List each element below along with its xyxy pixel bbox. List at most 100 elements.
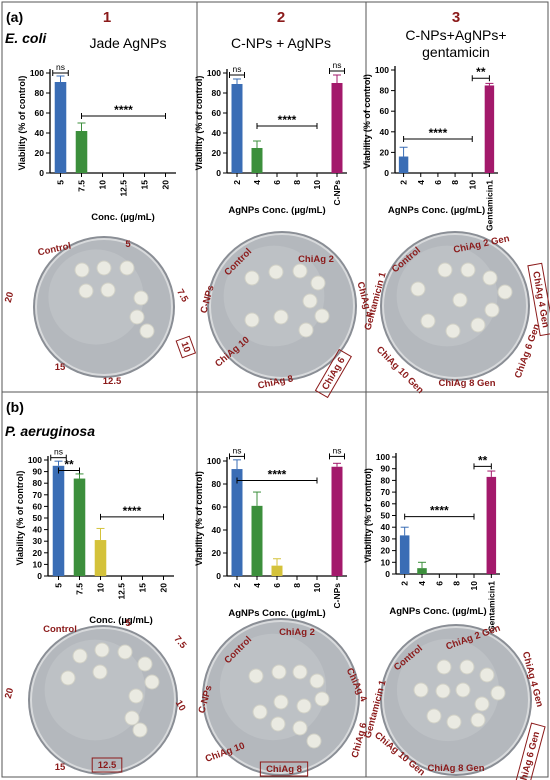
colony — [296, 698, 312, 714]
x-tick-label: 10 — [469, 581, 479, 591]
colony — [292, 720, 308, 736]
colony — [470, 712, 486, 728]
y-tick-label: 80 — [35, 88, 45, 98]
y-tick-label: 0 — [384, 168, 389, 178]
colony — [144, 674, 160, 690]
colony — [310, 275, 326, 291]
significance-label: ns — [233, 64, 242, 74]
y-tick-label: 0 — [216, 571, 221, 581]
y-axis-label: Viability (% of control) — [362, 74, 372, 169]
colony — [248, 668, 264, 684]
x-tick-label: 2 — [232, 180, 242, 185]
plate-label: 5 — [125, 239, 131, 250]
y-tick-label: 0 — [39, 168, 44, 178]
significance-label: ** — [476, 65, 486, 79]
y-axis-label: Viability (% of control) — [15, 471, 25, 566]
plate-label: 7.5 — [174, 287, 190, 305]
boxed-label-frame — [175, 335, 197, 359]
boxed-label-frame — [527, 262, 550, 337]
y-axis-label: Viability (% of control) — [17, 76, 27, 171]
x-tick-label: 12.5 — [119, 180, 129, 197]
plate-label: ChiAg 8 Gen — [427, 763, 484, 774]
column-title-3: C-NPs+AgNPs+ gentamicin — [405, 27, 506, 60]
boxed-label-frame — [512, 722, 546, 780]
bar — [271, 565, 283, 576]
y-tick-label: 100 — [376, 452, 390, 462]
x-tick-label: 6 — [272, 583, 282, 588]
bar — [398, 156, 409, 173]
colony — [92, 664, 108, 680]
colony — [244, 270, 260, 286]
y-tick-label: 60 — [33, 501, 43, 511]
x-axis-label: AgNPs Conc. (µg/mL) — [228, 205, 325, 216]
plate-label: ChiAg 8 Gen — [438, 378, 495, 389]
y-tick-label: 40 — [381, 522, 391, 532]
y-tick-label: 100 — [28, 455, 42, 465]
colony — [459, 659, 475, 675]
x-tick-label: 12.5 — [117, 583, 127, 600]
colony — [78, 283, 94, 299]
y-tick-label: 20 — [33, 548, 43, 558]
colony — [420, 313, 436, 329]
x-tick-label: 6 — [433, 180, 443, 185]
y-tick-label: 30 — [381, 534, 391, 544]
x-tick-label: C-NPs — [332, 180, 342, 206]
colony — [490, 685, 506, 701]
y-tick-label: 90 — [381, 464, 391, 474]
colony — [314, 691, 330, 707]
y-axis-label: Viability (% of control) — [194, 471, 204, 566]
colony — [244, 312, 260, 328]
bar — [73, 478, 86, 576]
plate-label: 15 — [55, 762, 66, 773]
colony — [292, 664, 308, 680]
colony — [94, 642, 110, 658]
y-tick-label: 40 — [212, 128, 222, 138]
x-tick-label: 10 — [96, 583, 106, 593]
column-title-2: C-NPs + AgNPs — [231, 35, 331, 51]
y-axis-label: Viability (% of control) — [194, 76, 204, 171]
significance-label: **** — [429, 126, 448, 140]
x-tick-label: 6 — [434, 581, 444, 586]
x-tick-label: 20 — [161, 180, 171, 190]
plate-label: ChiAg 2 — [298, 254, 334, 265]
x-tick-label: 5 — [56, 180, 66, 185]
x-tick-label: 7.5 — [75, 583, 85, 595]
colony — [309, 673, 325, 689]
y-tick-label: 80 — [212, 479, 222, 489]
bar — [331, 466, 343, 576]
x-tick-label: 8 — [292, 180, 302, 185]
bar — [231, 469, 243, 576]
x-tick-label: 4 — [416, 180, 426, 185]
plate-label: 20 — [3, 291, 16, 304]
y-tick-label: 50 — [381, 511, 391, 521]
y-tick-label: 20 — [212, 548, 222, 558]
x-tick-label: 4 — [252, 180, 262, 185]
column-number-1: 1 — [103, 9, 111, 26]
plate-highlight — [44, 639, 146, 741]
significance-label: ns — [56, 62, 65, 72]
significance-label: ns — [333, 445, 342, 455]
x-tick-label: 8 — [450, 180, 460, 185]
y-tick-label: 70 — [33, 490, 43, 500]
colony — [270, 716, 286, 732]
colony — [252, 704, 268, 720]
plate-label: ChiAg 2 — [279, 627, 315, 638]
x-axis-label: Conc. (µg/mL) — [89, 615, 153, 626]
y-tick-label: 80 — [33, 478, 43, 488]
section-label-b: (b) — [6, 399, 24, 415]
y-tick-label: 40 — [33, 525, 43, 535]
colony — [119, 260, 135, 276]
colony — [484, 302, 500, 318]
colony — [306, 733, 322, 749]
plate-label: 7.5 — [171, 634, 188, 652]
bar — [251, 148, 263, 173]
colony — [117, 644, 133, 660]
